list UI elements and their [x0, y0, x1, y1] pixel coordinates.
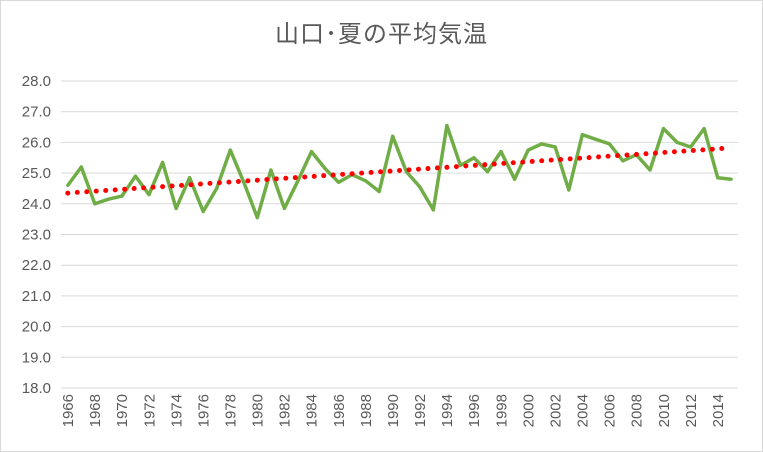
data-point — [485, 169, 490, 174]
x-tick-label: 1994 — [439, 394, 456, 427]
data-point — [458, 163, 463, 168]
x-tick-label: 1996 — [466, 394, 483, 427]
data-point — [147, 192, 151, 197]
x-tick-label: 1968 — [87, 394, 104, 427]
data-point — [472, 156, 476, 160]
data-point — [296, 179, 300, 183]
data-point — [242, 180, 246, 184]
x-tick-label: 2008 — [629, 394, 646, 427]
y-tick-label: 20.0 — [22, 319, 51, 336]
x-tick-label: 1990 — [385, 394, 402, 427]
trendline — [65, 145, 734, 196]
data-point — [282, 206, 287, 211]
y-tick-label: 24.0 — [22, 196, 51, 213]
data-point — [702, 126, 706, 131]
x-tick-label: 2012 — [683, 394, 700, 427]
chart-title: 山口･夏の平均気温 — [275, 20, 488, 48]
y-tick-label: 27.0 — [22, 104, 51, 121]
data-point — [377, 189, 381, 194]
x-tick-label: 1972 — [141, 394, 158, 427]
data-point — [553, 145, 557, 149]
data-point — [661, 126, 666, 131]
x-tick-label: 1984 — [304, 394, 321, 427]
data-point — [364, 179, 368, 183]
temperature-series-line — [66, 123, 732, 220]
data-point — [418, 185, 422, 189]
x-tick-label: 2010 — [656, 394, 673, 427]
x-tick-label: 1978 — [223, 394, 240, 427]
data-point — [499, 150, 503, 154]
y-tick-label: 25.0 — [22, 165, 51, 182]
x-tick-label: 1992 — [412, 394, 429, 427]
data-point — [174, 206, 178, 211]
y-tick-label: 28.0 — [22, 73, 51, 90]
data-point — [228, 148, 232, 152]
data-point — [66, 183, 70, 187]
data-point — [648, 168, 652, 172]
data-point — [201, 209, 205, 214]
data-point — [215, 186, 219, 191]
data-point — [269, 168, 273, 172]
data-point — [526, 148, 530, 152]
data-point — [106, 197, 110, 201]
y-tick-label: 22.0 — [22, 257, 51, 274]
data-point — [512, 177, 517, 181]
data-point — [567, 188, 571, 192]
x-tick-label: 1976 — [195, 394, 212, 427]
data-point — [580, 133, 584, 137]
data-point — [716, 176, 720, 180]
x-tick-label: 1988 — [358, 394, 375, 427]
x-tick-label: 1974 — [168, 394, 185, 427]
data-point — [689, 145, 693, 149]
data-point — [675, 140, 679, 144]
data-point — [309, 150, 314, 154]
data-point — [729, 177, 733, 181]
data-point — [133, 174, 138, 178]
data-point — [120, 194, 124, 198]
data-point — [323, 166, 327, 171]
x-tick-label: 1998 — [493, 394, 510, 427]
data-point — [93, 202, 97, 206]
y-tick-label: 26.0 — [22, 134, 51, 151]
data-point — [188, 176, 192, 180]
x-tick-label: 2004 — [575, 394, 592, 427]
data-point — [594, 137, 598, 141]
data-point — [431, 208, 435, 212]
data-point — [160, 160, 165, 164]
x-tick-label: 1970 — [114, 394, 131, 427]
y-tick-label: 18.0 — [22, 380, 51, 397]
data-point — [621, 159, 625, 163]
data-point — [607, 142, 611, 146]
y-tick-label: 21.0 — [22, 288, 51, 305]
x-tick-label: 1966 — [60, 394, 77, 427]
data-point — [79, 165, 83, 169]
data-point — [255, 216, 259, 220]
y-tick-label: 23.0 — [22, 227, 51, 244]
x-tick-label: 1980 — [250, 394, 267, 427]
x-tick-label: 2000 — [520, 394, 537, 427]
y-tick-label: 19.0 — [22, 349, 51, 366]
x-tick-label: 2006 — [602, 394, 619, 427]
data-point — [540, 142, 544, 146]
x-tick-label: 1982 — [277, 394, 294, 427]
data-point — [336, 180, 341, 184]
x-tick-label: 2002 — [547, 394, 564, 427]
data-point — [445, 123, 449, 128]
x-tick-label: 2014 — [710, 394, 727, 427]
x-tick-label: 1986 — [331, 394, 348, 427]
data-point — [391, 134, 395, 138]
